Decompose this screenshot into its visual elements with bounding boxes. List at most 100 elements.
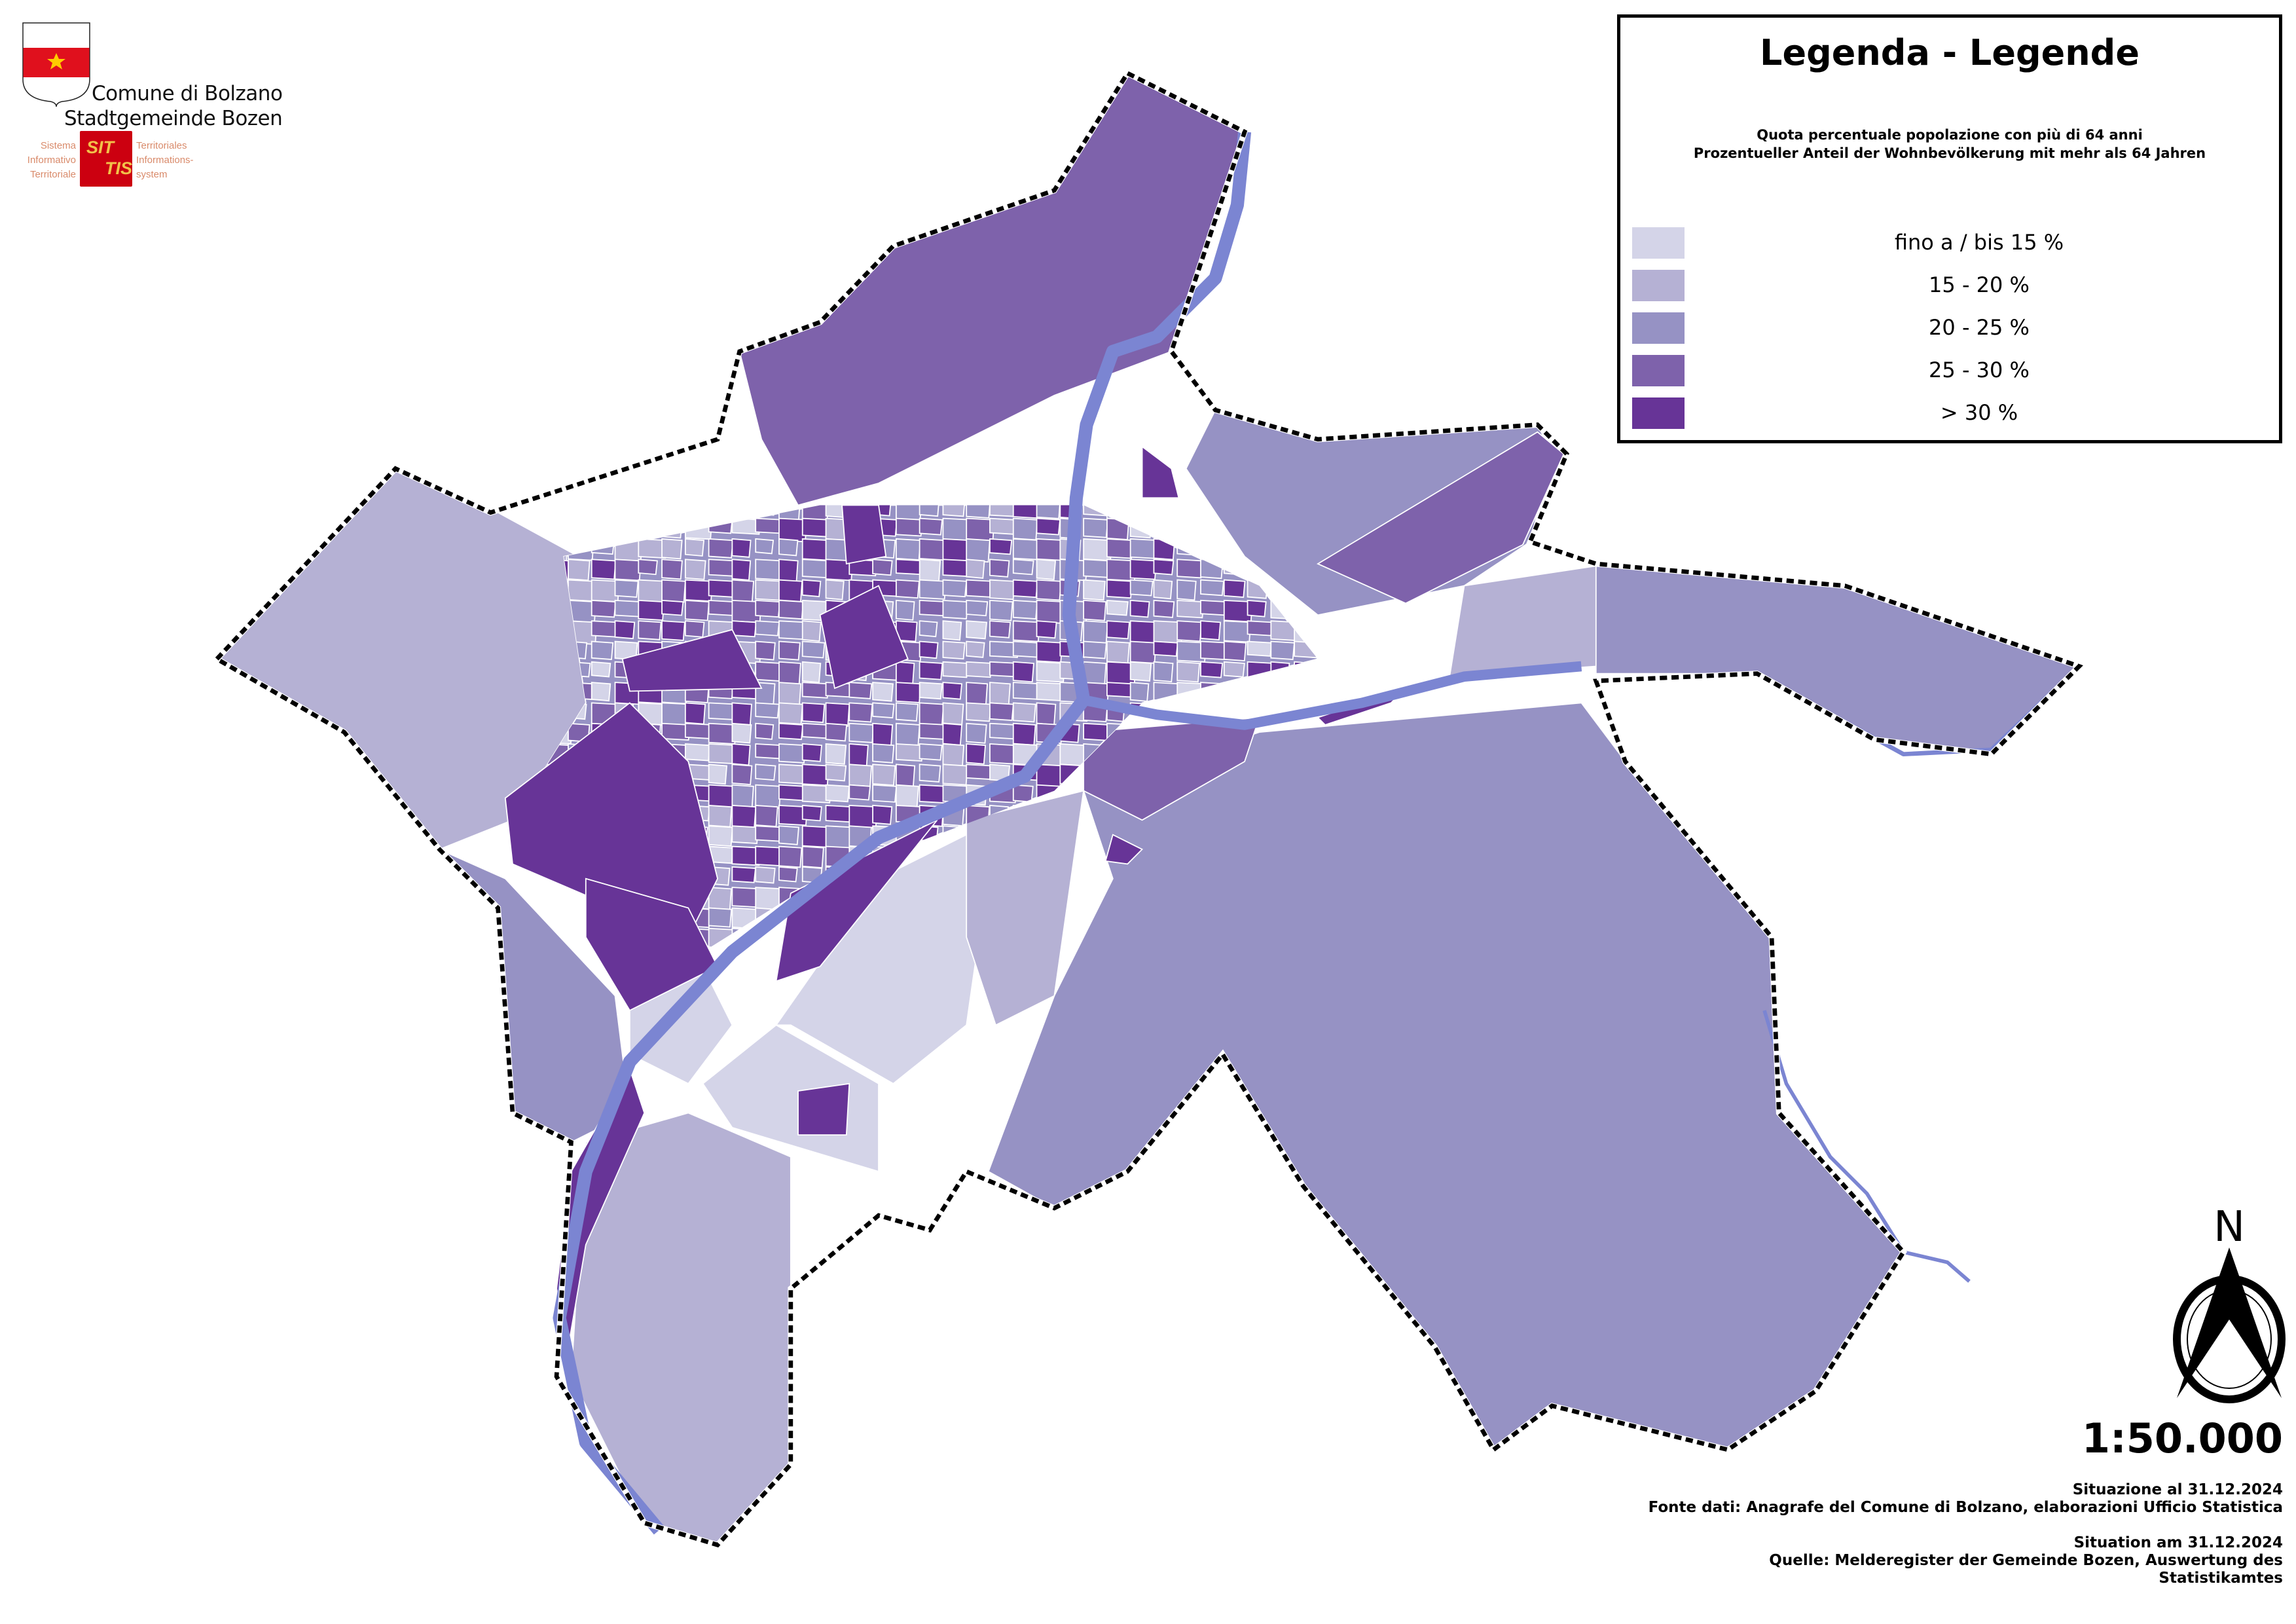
city-block: [1247, 661, 1275, 683]
city-block: [919, 559, 941, 583]
sit-badge-bottom: TIS: [105, 158, 133, 178]
city-block: [801, 743, 822, 762]
city-block: [825, 702, 850, 727]
city-block: [591, 661, 611, 678]
city-block: [755, 702, 780, 719]
city-block: [895, 538, 921, 561]
city-block: [1036, 517, 1061, 536]
city-block: [1106, 579, 1133, 599]
city-block: [1247, 682, 1274, 707]
city-block: [942, 743, 965, 768]
city-block: [1083, 866, 1106, 883]
city-block: [731, 804, 757, 829]
city-block: [591, 640, 614, 661]
city-block: [1129, 640, 1157, 664]
map-region: [966, 790, 1085, 1026]
city-block: [684, 505, 712, 519]
map-region: [1449, 563, 1612, 678]
city-block: [872, 804, 893, 825]
city-block: [1083, 640, 1107, 659]
city-block: [989, 620, 1011, 638]
city-block: [638, 559, 658, 576]
city-block: [755, 743, 782, 760]
sit-de-line: Territoriales: [136, 140, 187, 151]
city-block: [684, 599, 710, 621]
city-block: [1153, 517, 1181, 536]
city-block: [778, 722, 804, 741]
city-block: [1247, 579, 1268, 599]
legend-item: 20 - 25 %: [1632, 312, 2274, 344]
city-block: [872, 559, 893, 576]
city-block: [778, 599, 804, 620]
city-block: [778, 825, 799, 845]
city-block: [895, 661, 915, 685]
city-block: [966, 764, 994, 781]
city-block: [708, 764, 728, 785]
city-block: [708, 599, 735, 616]
city-block: [1083, 559, 1110, 578]
city-block: [1153, 661, 1174, 682]
city-block: [1200, 579, 1225, 597]
city-block: [778, 661, 801, 685]
city-block: [1036, 620, 1057, 639]
city-block: [708, 538, 734, 559]
city-block: [614, 517, 636, 542]
city-block: [731, 505, 755, 521]
city-block: [1036, 579, 1062, 601]
city-block: [942, 764, 968, 786]
city-block: [989, 559, 1010, 578]
city-block: [801, 538, 830, 561]
sit-tis-logo: SIT TIS: [80, 131, 132, 187]
city-block: [544, 907, 564, 925]
city-block: [1083, 845, 1106, 866]
city-block: [919, 640, 939, 659]
city-block: [1153, 640, 1178, 657]
city-block: [989, 517, 1016, 535]
city-block: [966, 505, 991, 519]
city-block: [1247, 599, 1267, 618]
city-block: [872, 682, 894, 702]
city-block: [848, 784, 871, 801]
city-block: [1176, 505, 1207, 515]
city-block: [1083, 599, 1107, 621]
city-block: [942, 599, 969, 619]
legend-item: 15 - 20 %: [1632, 270, 2274, 301]
city-block: [614, 579, 639, 598]
city-block: [989, 743, 1016, 765]
city-block: [661, 599, 684, 616]
city-block: [684, 559, 706, 580]
city-block: [731, 620, 757, 638]
city-block: [731, 784, 754, 809]
city-block: [755, 620, 780, 637]
city-block: [614, 620, 636, 640]
sit-it-line: Sistema: [40, 140, 76, 151]
city-block: [966, 538, 991, 563]
legend-swatch: [1632, 355, 1685, 386]
city-name-it: Comune di Bolzano: [92, 82, 283, 105]
legend-item: fino a / bis 15 %: [1632, 227, 2274, 259]
city-block: [989, 682, 1011, 705]
city-block: [708, 579, 735, 598]
city-block: [942, 702, 964, 726]
city-block: [919, 682, 943, 700]
map-region-high: [504, 702, 718, 938]
city-block: [1270, 599, 1301, 620]
city-block: [638, 620, 662, 640]
city-block: [661, 559, 683, 580]
city-block: [1176, 661, 1201, 683]
city-block: [966, 599, 989, 617]
city-block: [825, 764, 847, 782]
city-block: [919, 538, 945, 561]
city-block: [1129, 559, 1157, 580]
city-block: [1223, 702, 1252, 721]
city-block: [708, 804, 733, 828]
city-block: [919, 702, 945, 726]
city-block: [1176, 517, 1203, 538]
legend-subtitle: Quota percentuale popolazione con più di…: [1620, 126, 2279, 162]
map-region-high: [621, 629, 763, 692]
city-block: [989, 702, 1014, 721]
city-block: [919, 579, 947, 600]
coat-of-arms-icon: [22, 22, 90, 107]
city-block: [755, 784, 782, 809]
city-block: [568, 559, 591, 581]
